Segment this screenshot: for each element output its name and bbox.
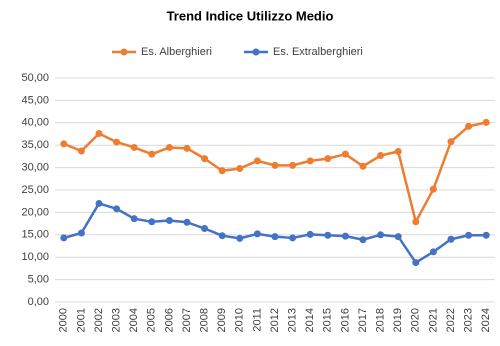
data-point (377, 152, 385, 160)
data-point (77, 147, 85, 155)
x-tick-label: 2023 (463, 308, 475, 332)
x-tick-label: 2020 (410, 308, 422, 332)
x-tick-label: 2007 (181, 308, 193, 332)
data-point (359, 162, 367, 170)
x-tick-label: 2006 (163, 308, 175, 332)
x-tick-label: 2001 (75, 308, 87, 332)
data-point (324, 155, 332, 163)
data-point (324, 231, 332, 239)
data-point (148, 150, 156, 158)
y-tick-label: 5,00 (28, 274, 49, 286)
y-tick-label: 15,00 (21, 229, 49, 241)
y-tick-label: 10,00 (21, 251, 49, 263)
data-point (130, 215, 138, 223)
data-point (394, 233, 402, 241)
data-point (482, 231, 490, 239)
data-point (218, 167, 226, 175)
data-point (429, 248, 437, 256)
data-point (218, 232, 226, 240)
x-tick-label: 2017 (357, 308, 369, 332)
x-tick-label: 2015 (322, 308, 334, 332)
data-point (165, 216, 173, 224)
data-point (253, 230, 261, 238)
x-tick-label: 2016 (339, 308, 351, 332)
legend-label: Es. Alberghieri (141, 46, 212, 58)
y-tick-label: 35,00 (21, 139, 49, 151)
y-tick-label: 50,00 (21, 72, 49, 84)
data-point (148, 218, 156, 226)
data-point (341, 150, 349, 158)
x-tick-label: 2003 (111, 308, 123, 332)
data-point (289, 234, 297, 242)
x-tick-label: 2000 (58, 308, 70, 332)
x-tick-label: 2010 (234, 308, 246, 332)
data-point (306, 157, 314, 165)
legend-marker (120, 48, 128, 56)
legend-label: Es. Extralberghieri (273, 46, 363, 58)
data-point (359, 236, 367, 244)
data-point (465, 231, 473, 239)
data-point (165, 143, 173, 151)
data-point (394, 147, 402, 155)
data-point (377, 231, 385, 239)
x-tick-label: 2022 (445, 308, 457, 332)
data-point (482, 118, 490, 126)
data-point (465, 122, 473, 130)
data-point (236, 164, 244, 172)
data-point (412, 218, 420, 226)
data-point (341, 232, 349, 240)
y-tick-label: 30,00 (21, 162, 49, 174)
y-tick-label: 0,00 (28, 296, 49, 308)
x-tick-label: 2021 (427, 308, 439, 332)
data-point (306, 230, 314, 238)
x-tick-label: 2004 (128, 308, 140, 332)
data-point (77, 229, 85, 237)
x-tick-label: 2012 (269, 308, 281, 332)
x-tick-label: 2024 (480, 308, 492, 332)
data-point (447, 235, 455, 243)
x-tick-label: 2009 (216, 308, 228, 332)
data-point (201, 155, 209, 163)
y-tick-label: 25,00 (21, 184, 49, 196)
data-point (95, 130, 103, 138)
data-point (253, 157, 261, 165)
data-point (201, 225, 209, 233)
x-tick-label: 2002 (93, 308, 105, 332)
data-point (95, 199, 103, 207)
data-point (113, 205, 121, 213)
data-point (236, 234, 244, 242)
x-tick-label: 2005 (146, 308, 158, 332)
data-point (60, 234, 68, 242)
y-tick-label: 40,00 (21, 117, 49, 129)
data-point (447, 138, 455, 146)
chart-title: Trend Indice Utilizzo Medio (167, 8, 334, 23)
data-point (60, 140, 68, 148)
legend-marker (252, 48, 260, 56)
x-tick-label: 2018 (375, 308, 387, 332)
data-point (113, 138, 121, 146)
data-point (271, 233, 279, 241)
data-point (183, 144, 191, 152)
y-tick-label: 20,00 (21, 206, 49, 218)
x-tick-label: 2019 (392, 308, 404, 332)
x-tick-label: 2014 (304, 308, 316, 332)
y-tick-label: 45,00 (21, 94, 49, 106)
x-tick-label: 2013 (287, 308, 299, 332)
x-tick-label: 2011 (251, 308, 263, 332)
data-point (289, 161, 297, 169)
data-point (429, 185, 437, 193)
data-point (412, 259, 420, 267)
data-point (271, 161, 279, 169)
data-point (183, 218, 191, 226)
x-tick-label: 2008 (199, 308, 211, 332)
data-point (130, 143, 138, 151)
